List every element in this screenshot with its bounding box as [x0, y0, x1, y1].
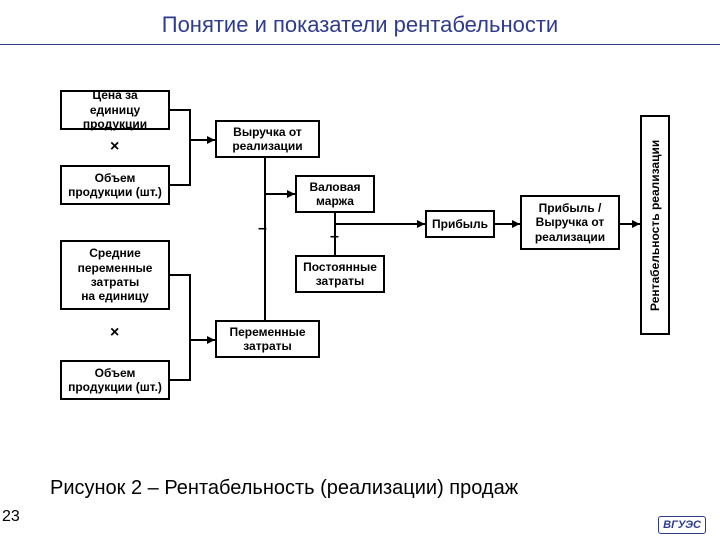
box-price-per-unit: Цена за единицупродукции [60, 90, 170, 130]
operator-minus-2: – [330, 228, 339, 246]
box-gross-margin: Валоваямаржа [295, 175, 375, 213]
box-fixed-costs: Постоянныезатраты [295, 255, 385, 293]
box-profit: Прибыль [425, 210, 495, 238]
box-var-costs: Переменныезатраты [215, 320, 320, 358]
operator-mult-2: × [110, 324, 119, 342]
operator-minus-1: – [258, 220, 267, 238]
flow-diagram: Цена за единицупродукции Объемпродукции … [40, 80, 680, 460]
box-result-vertical: Рентабельность реализации [640, 115, 670, 335]
figure-caption: Рисунок 2 – Рентабельность (реализации) … [50, 477, 518, 500]
box-revenue: Выручка отреализации [215, 120, 320, 158]
page-title: Понятие и показатели рентабельности [0, 0, 720, 44]
title-divider [0, 44, 720, 45]
box-volume-2: Объемпродукции (шт.) [60, 360, 170, 400]
box-volume-1: Объемпродукции (шт.) [60, 165, 170, 205]
operator-mult-1: × [110, 138, 119, 156]
page-number: 23 [2, 508, 20, 526]
logo-badge: ВГУЭС [658, 516, 706, 534]
box-ratio: Прибыль /Выручка отреализации [520, 195, 620, 250]
box-avg-var-cost: Средниепеременныезатратына единицу [60, 240, 170, 310]
